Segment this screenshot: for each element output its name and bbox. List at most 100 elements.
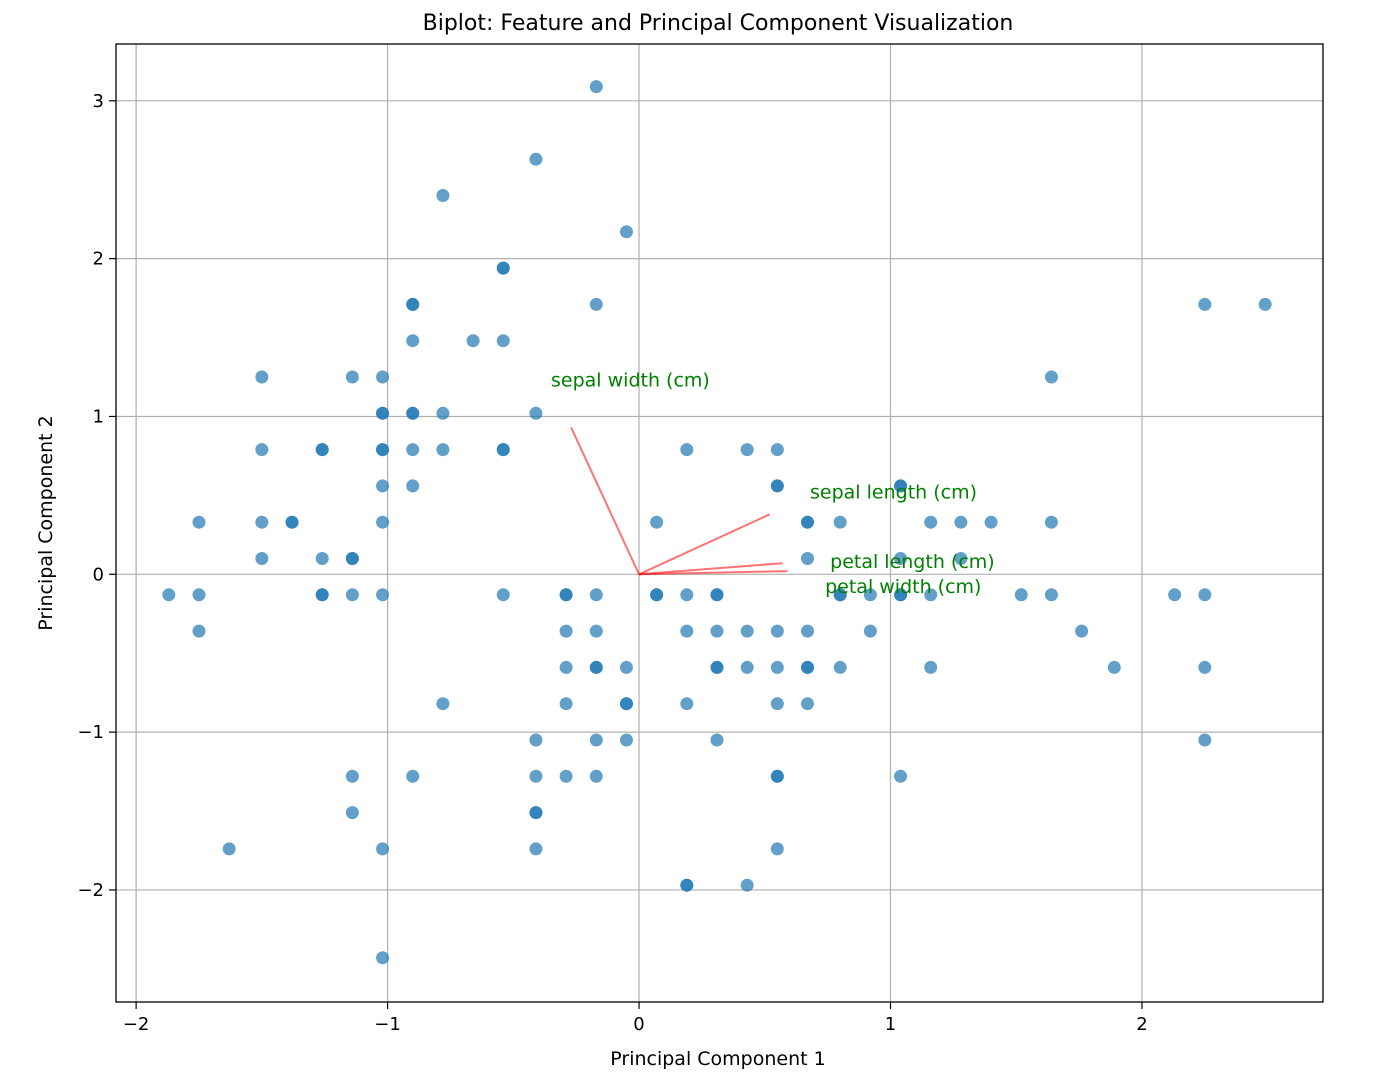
data-point <box>770 697 784 711</box>
data-point <box>1044 515 1058 529</box>
data-point <box>496 588 510 602</box>
data-point <box>255 515 269 529</box>
data-point <box>315 588 329 602</box>
data-point <box>954 515 968 529</box>
data-point <box>559 769 573 783</box>
data-point <box>619 733 633 747</box>
data-point <box>740 878 754 892</box>
data-point <box>863 588 877 602</box>
data-point <box>770 842 784 856</box>
data-point <box>559 588 573 602</box>
data-point <box>376 479 390 493</box>
y-axis-label: Principal Component 2 <box>35 415 57 630</box>
y-tick-label: 2 <box>93 249 104 270</box>
data-point <box>894 479 908 493</box>
loading-label: sepal length (cm) <box>810 482 977 504</box>
data-point <box>1168 588 1182 602</box>
data-point <box>833 515 847 529</box>
y-tick-label: 0 <box>93 564 104 585</box>
y-tick-label: 3 <box>93 91 104 112</box>
data-point <box>801 624 815 638</box>
data-point <box>406 769 420 783</box>
data-point <box>740 624 754 638</box>
data-point <box>529 406 543 420</box>
data-point <box>801 697 815 711</box>
y-tick-label: 1 <box>93 406 104 427</box>
data-point <box>770 769 784 783</box>
data-point <box>345 769 359 783</box>
data-point <box>376 842 390 856</box>
data-point <box>192 588 206 602</box>
data-point <box>559 624 573 638</box>
data-point <box>255 552 269 566</box>
data-point <box>619 660 633 674</box>
data-point <box>529 152 543 166</box>
data-point <box>1258 297 1272 311</box>
data-point <box>680 624 694 638</box>
data-point <box>1107 660 1121 674</box>
data-point <box>559 697 573 711</box>
data-point <box>466 334 480 348</box>
data-point <box>406 443 420 457</box>
data-point <box>833 588 847 602</box>
data-point <box>345 588 359 602</box>
x-tick-label: 1 <box>885 1014 896 1035</box>
data-point <box>589 624 603 638</box>
data-point <box>345 370 359 384</box>
data-point <box>801 515 815 529</box>
data-point <box>984 515 998 529</box>
data-point <box>589 660 603 674</box>
data-point <box>680 588 694 602</box>
x-tick-label: −2 <box>123 1014 150 1035</box>
y-tick-label: −2 <box>77 880 104 901</box>
data-point <box>436 697 450 711</box>
plot-frame <box>115 43 1324 1003</box>
data-point <box>924 660 938 674</box>
data-point <box>924 588 938 602</box>
data-point <box>619 697 633 711</box>
loading-arrow <box>570 427 640 575</box>
data-point <box>650 588 664 602</box>
chart-title: Biplot: Feature and Principal Component … <box>423 11 1014 36</box>
loading-label: sepal width (cm) <box>551 369 710 391</box>
data-point <box>894 588 908 602</box>
data-point <box>406 406 420 420</box>
data-point <box>559 660 573 674</box>
data-point <box>1075 624 1089 638</box>
data-point <box>1014 588 1028 602</box>
loading-label: petal length (cm) <box>830 551 995 573</box>
y-tick-label: −1 <box>77 722 104 743</box>
x-tick-label: 0 <box>633 1014 644 1035</box>
data-point <box>589 733 603 747</box>
data-point <box>770 624 784 638</box>
data-point <box>650 515 664 529</box>
data-point <box>376 951 390 965</box>
data-point <box>589 588 603 602</box>
data-point <box>770 660 784 674</box>
data-point <box>529 842 543 856</box>
data-point <box>406 297 420 311</box>
data-point <box>345 552 359 566</box>
data-point <box>954 552 968 566</box>
data-point <box>619 225 633 239</box>
data-point <box>833 660 847 674</box>
data-point <box>436 189 450 203</box>
data-point <box>589 297 603 311</box>
data-point <box>894 552 908 566</box>
data-point <box>740 443 754 457</box>
data-point <box>496 261 510 275</box>
data-point <box>710 733 724 747</box>
data-point <box>192 624 206 638</box>
loading-arrow <box>638 513 771 576</box>
loading-arrow <box>639 570 788 576</box>
data-point <box>710 624 724 638</box>
data-point <box>496 334 510 348</box>
data-point <box>589 80 603 94</box>
x-tick-label: 2 <box>1136 1014 1147 1035</box>
data-point <box>1198 660 1212 674</box>
data-point <box>589 769 603 783</box>
data-point <box>436 406 450 420</box>
data-point <box>529 769 543 783</box>
data-point <box>376 370 390 384</box>
data-point <box>894 769 908 783</box>
